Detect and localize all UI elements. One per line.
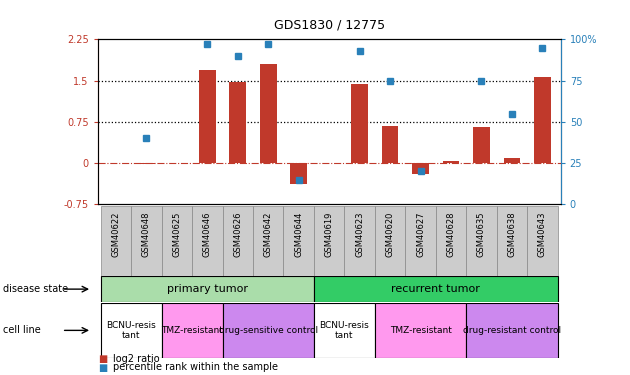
Text: disease state: disease state	[3, 284, 68, 294]
Text: GSM40635: GSM40635	[477, 212, 486, 257]
Bar	[412, 163, 429, 174]
Bar	[222, 206, 253, 276]
Bar	[382, 126, 399, 163]
Text: GSM40625: GSM40625	[173, 212, 181, 257]
Bar	[436, 206, 466, 276]
Bar	[473, 128, 490, 163]
Bar	[101, 303, 162, 358]
Bar	[443, 162, 459, 163]
Text: TMZ-resistant: TMZ-resistant	[389, 326, 452, 335]
Text: cell line: cell line	[3, 326, 41, 335]
Text: GSM40626: GSM40626	[233, 212, 243, 257]
Bar	[375, 303, 466, 358]
Text: ■: ■	[98, 354, 107, 364]
Text: GSM40623: GSM40623	[355, 212, 364, 257]
Text: GDS1830 / 12775: GDS1830 / 12775	[273, 19, 385, 32]
Text: primary tumor: primary tumor	[167, 284, 248, 294]
Text: GSM40620: GSM40620	[386, 212, 394, 257]
Bar	[192, 206, 222, 276]
Bar	[352, 84, 368, 163]
Text: GSM40642: GSM40642	[264, 212, 273, 257]
Bar	[496, 206, 527, 276]
Text: recurrent tumor: recurrent tumor	[391, 284, 480, 294]
Text: GSM40644: GSM40644	[294, 212, 303, 257]
Bar	[375, 206, 405, 276]
Bar	[131, 206, 162, 276]
Text: GSM40648: GSM40648	[142, 212, 151, 257]
Text: log2 ratio: log2 ratio	[113, 354, 160, 364]
Bar	[314, 206, 345, 276]
Text: GSM40638: GSM40638	[507, 212, 517, 257]
Bar	[345, 206, 375, 276]
Text: BCNU-resis
tant: BCNU-resis tant	[319, 321, 369, 340]
Bar	[199, 70, 215, 163]
Bar	[101, 206, 131, 276]
Bar	[162, 303, 222, 358]
Bar	[260, 64, 277, 163]
Bar	[314, 276, 558, 302]
Bar	[290, 163, 307, 184]
Bar	[138, 163, 155, 164]
Bar	[527, 206, 558, 276]
Text: percentile rank within the sample: percentile rank within the sample	[113, 363, 278, 372]
Text: GSM40627: GSM40627	[416, 212, 425, 257]
Text: GSM40646: GSM40646	[203, 212, 212, 257]
Bar	[101, 276, 314, 302]
Bar	[222, 303, 314, 358]
Bar	[162, 206, 192, 276]
Bar	[534, 77, 551, 163]
Text: GSM40619: GSM40619	[324, 212, 334, 257]
Text: drug-resistant control: drug-resistant control	[463, 326, 561, 335]
Text: GSM40628: GSM40628	[447, 212, 455, 257]
Bar	[466, 303, 558, 358]
Bar	[466, 206, 496, 276]
Bar	[405, 206, 436, 276]
Bar	[284, 206, 314, 276]
Text: BCNU-resis
tant: BCNU-resis tant	[106, 321, 156, 340]
Bar	[229, 82, 246, 163]
Bar	[503, 158, 520, 163]
Text: GSM40622: GSM40622	[112, 212, 120, 257]
Bar	[314, 303, 375, 358]
Text: GSM40643: GSM40643	[538, 212, 547, 257]
Text: drug-sensitive control: drug-sensitive control	[219, 326, 318, 335]
Text: TMZ-resistant: TMZ-resistant	[161, 326, 223, 335]
Text: ■: ■	[98, 363, 107, 372]
Bar	[253, 206, 284, 276]
